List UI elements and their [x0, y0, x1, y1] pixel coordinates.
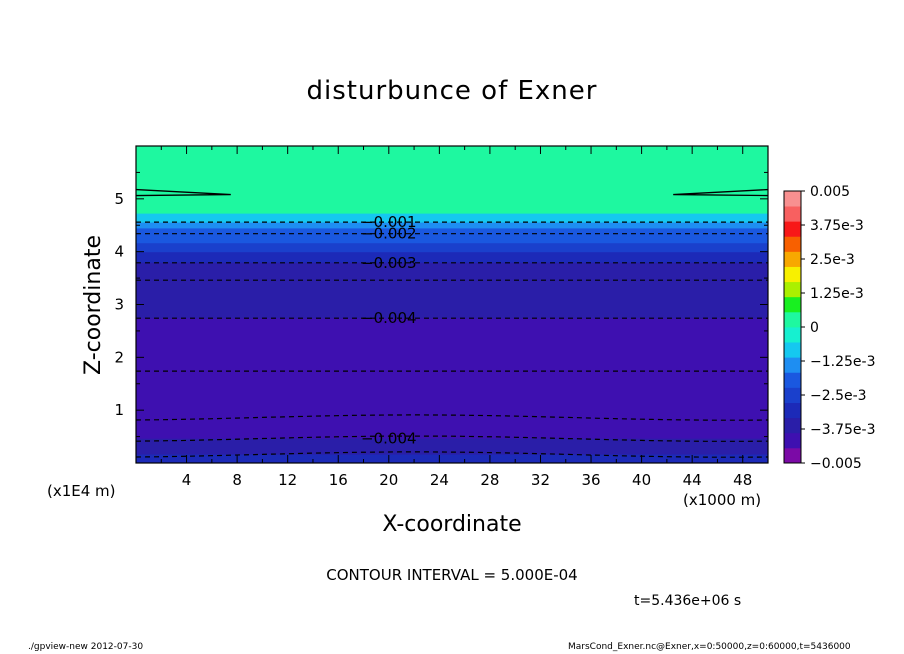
contour-band-4	[136, 233, 768, 244]
contour-lines	[135, 188, 769, 458]
x-tick-label: 40	[632, 471, 651, 489]
contour-band-7	[136, 262, 768, 281]
x-tick-label: 20	[379, 471, 398, 489]
z-tick-label: 4	[114, 243, 124, 261]
colorbar-swatch	[784, 432, 801, 449]
contour-band-10	[136, 343, 768, 372]
contour-line-zero-right	[673, 188, 769, 197]
z-tick-label: 1	[114, 401, 124, 419]
colorbar-label: 2.5e-3	[810, 252, 855, 268]
contour-labels: −0.001−0.002 −0.003 −0.004 −0.004	[361, 213, 417, 448]
x-axis-label: X-coordinate	[382, 512, 522, 537]
colorbar-swatch	[784, 206, 801, 222]
contour-band-16	[136, 454, 768, 464]
colorbar-label: 3.75e-3	[810, 218, 864, 234]
footer-right: MarsCond_Exner.nc@Exner,x=0:50000,z=0:60…	[568, 642, 851, 652]
contour-line-7	[135, 435, 768, 442]
contour-band-5	[136, 243, 768, 253]
colorbar-swatch	[784, 327, 801, 343]
colorbar-swatch	[784, 357, 801, 373]
contour-band-6	[136, 252, 768, 264]
contour-label: −0.002	[361, 225, 417, 243]
colorbar-label: 0	[810, 320, 819, 336]
colorbar-label: −2.5e-3	[810, 388, 867, 404]
x-axis: 4 8 12 16 20 24 28 32 36 40 44 48	[160, 146, 752, 489]
contour-line-6	[135, 414, 769, 421]
z-tick-label: 2	[114, 348, 124, 366]
colorbar-swatch	[784, 191, 801, 207]
contour-band-3	[136, 228, 768, 235]
contour-fills	[136, 146, 768, 464]
z-axis-unit: (x1E4 m)	[47, 482, 116, 500]
contour-band-13	[136, 406, 768, 419]
colorbar-label: 1.25e-3	[810, 286, 864, 302]
chart-title: disturbunce of Exner	[306, 76, 598, 106]
contour-band-12	[136, 394, 768, 407]
colorbar-swatch	[784, 266, 801, 283]
colorbar: 0.005 3.75e-3 2.5e-3 1.25e-3 0 −1.25e-3 −2.5e-…	[783, 184, 875, 472]
colorbar-label: 0.005	[810, 184, 850, 200]
x-tick-label: 4	[182, 471, 192, 489]
colorbar-swatch	[784, 296, 801, 313]
z-tick-label: 3	[114, 296, 124, 314]
x-tick-label: 8	[232, 471, 242, 489]
time-label: t=5.436e+06 s	[634, 593, 742, 609]
z-axis: 1 2 3 4 5	[114, 171, 768, 438]
contour-label: −0.004	[361, 309, 417, 327]
contour-band-1	[136, 213, 768, 224]
contour-band-11	[136, 371, 768, 395]
contour-label: −0.003	[361, 254, 417, 272]
colorbar-label: −1.25e-3	[810, 354, 875, 370]
contour-band-0	[136, 146, 768, 215]
contour-label: −0.001	[361, 213, 417, 231]
colorbar-swatch	[784, 236, 801, 252]
colorbar-swatch	[784, 342, 801, 358]
colorbar-swatch	[784, 221, 801, 237]
colorbar-swatch	[784, 402, 801, 419]
x-tick-label: 36	[581, 471, 600, 489]
colorbar-swatch	[784, 447, 801, 464]
colorbar-swatch	[784, 311, 801, 328]
contour-label: −0.004	[361, 430, 417, 448]
contour-band-9	[136, 318, 768, 345]
colorbar-swatch	[784, 387, 801, 403]
x-tick-label: 32	[531, 471, 550, 489]
contour-band-15	[136, 438, 768, 456]
x-tick-label: 16	[329, 471, 348, 489]
contour-line-8	[135, 451, 769, 458]
colorbar-swatch	[784, 372, 801, 388]
x-axis-unit: (x1000 m)	[683, 491, 762, 509]
x-tick-label: 12	[278, 471, 297, 489]
colorbar-swatch	[784, 251, 801, 267]
contour-band-2	[136, 222, 768, 229]
colorbar-swatch	[784, 417, 801, 434]
x-tick-label: 44	[683, 471, 702, 489]
colorbar-label: −3.75e-3	[810, 422, 875, 438]
contour-interval-note: CONTOUR INTERVAL = 5.000E-04	[326, 566, 578, 584]
footer-left: ./gpview-new 2012-07-30	[28, 642, 144, 652]
y-axis-label: Z-coordinate	[81, 235, 106, 375]
z-tick-label: 5	[114, 190, 124, 208]
x-tick-label: 24	[430, 471, 449, 489]
contour-band-8	[136, 280, 768, 319]
colorbar-label: −0.005	[810, 456, 862, 472]
contour-line-zero-left	[135, 188, 231, 197]
x-tick-label: 48	[733, 471, 752, 489]
x-tick-label: 28	[480, 471, 499, 489]
colorbar-swatch	[784, 281, 801, 298]
contour-band-14	[136, 417, 768, 440]
